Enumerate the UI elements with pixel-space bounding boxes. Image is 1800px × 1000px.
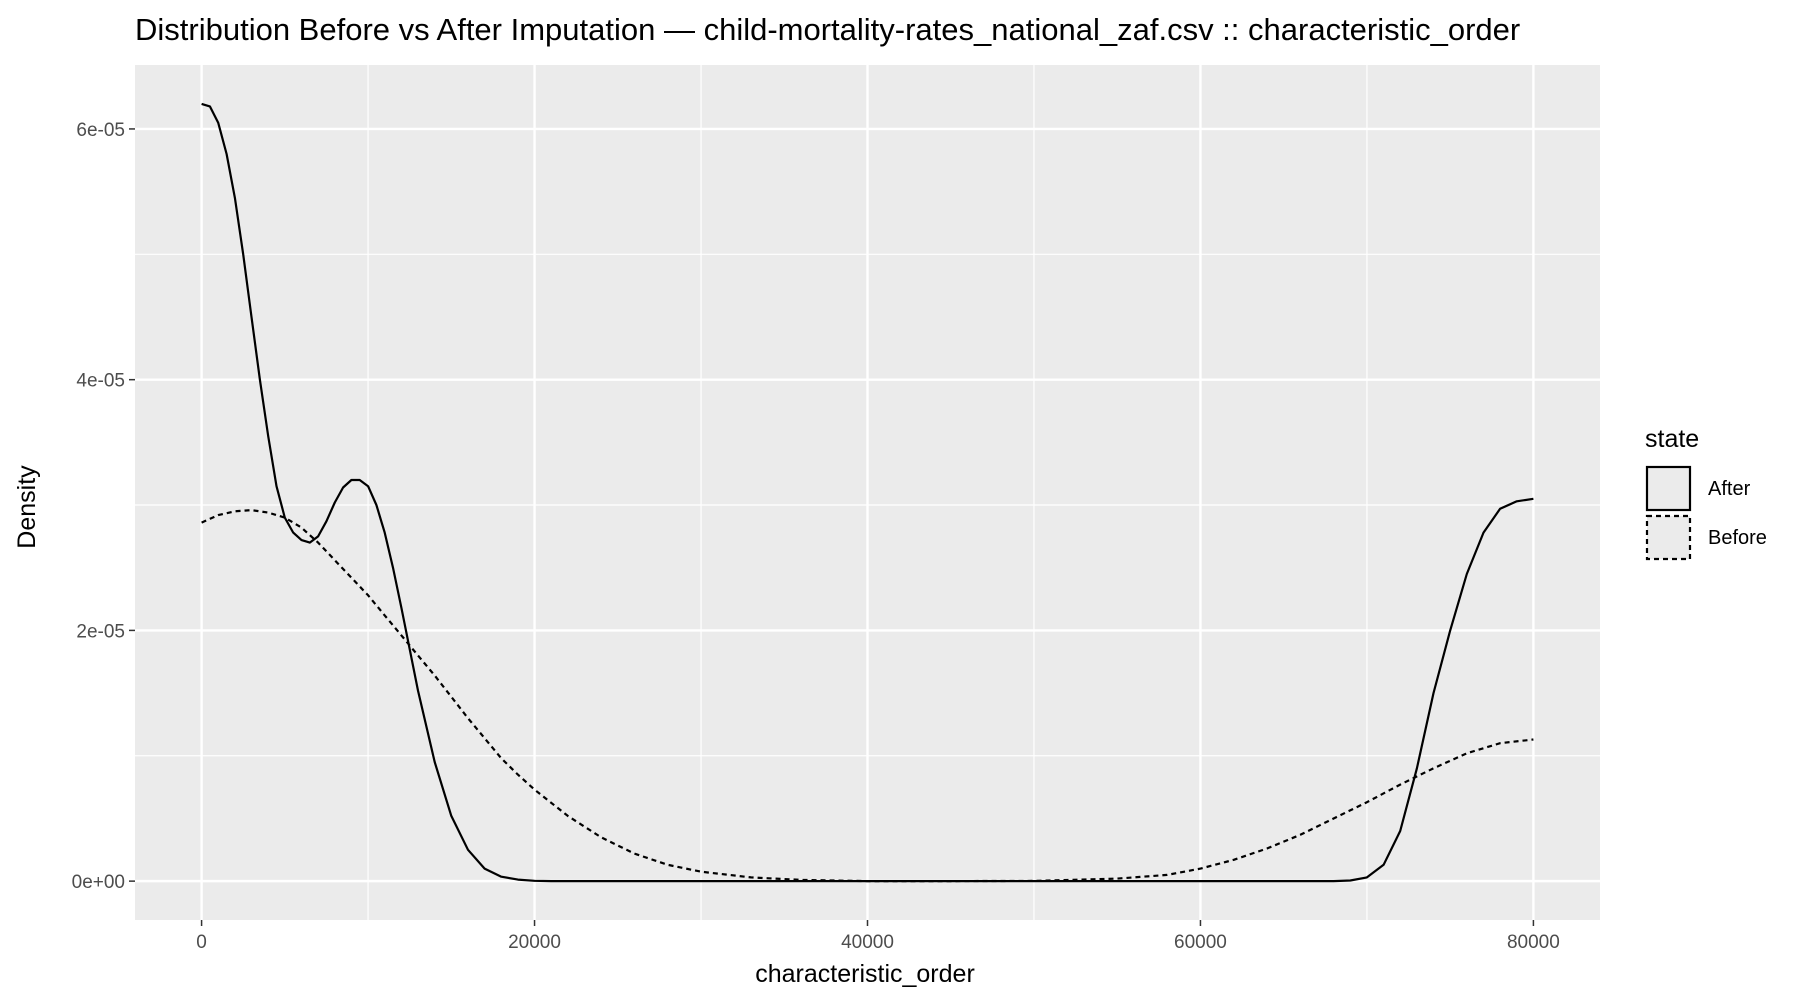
legend-label-after: After bbox=[1708, 478, 1751, 500]
plot-panel bbox=[135, 65, 1600, 920]
legend-key-after bbox=[1647, 467, 1690, 510]
legend: state After Before bbox=[1645, 425, 1767, 561]
x-tick-label: 80000 bbox=[1507, 932, 1560, 953]
x-tick-label: 0 bbox=[196, 932, 207, 953]
y-tick-label: 4e-05 bbox=[76, 371, 125, 392]
x-tick-label: 60000 bbox=[1174, 932, 1227, 953]
legend-key-line-after bbox=[1645, 465, 1692, 512]
y-tick-label: 0e+00 bbox=[72, 872, 125, 893]
x-axis: 0 20000 40000 60000 80000 bbox=[196, 920, 1560, 953]
legend-key-before bbox=[1647, 516, 1690, 559]
y-axis-title: Density bbox=[13, 465, 41, 549]
x-tick-label: 40000 bbox=[841, 932, 894, 953]
chart-title: Distribution Before vs After Imputation … bbox=[135, 12, 1520, 47]
legend-label-before: Before bbox=[1708, 527, 1767, 549]
x-axis-title: characteristic_order bbox=[755, 960, 975, 988]
legend-title: state bbox=[1645, 425, 1699, 453]
y-axis: 0e+00 2e-05 4e-05 6e-05 bbox=[72, 120, 135, 893]
y-tick-label: 6e-05 bbox=[76, 120, 125, 141]
series-line-after bbox=[201, 102, 1534, 883]
x-tick-label: 20000 bbox=[508, 932, 561, 953]
legend-key-line-before bbox=[1645, 514, 1692, 561]
y-tick-label: 2e-05 bbox=[76, 621, 125, 642]
series-line-before bbox=[201, 509, 1534, 883]
